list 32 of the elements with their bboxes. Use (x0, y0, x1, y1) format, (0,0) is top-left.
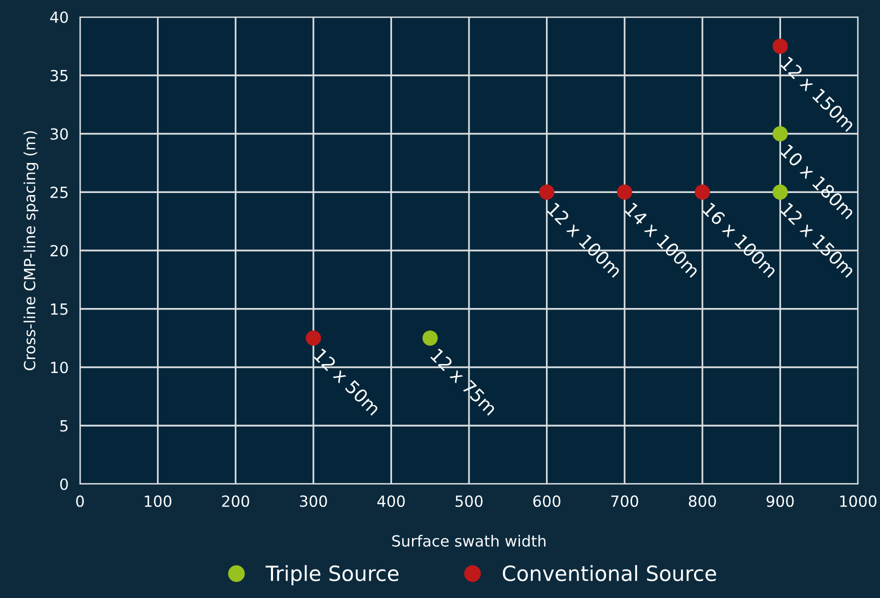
y-tick-label: 25 (50, 186, 68, 198)
x-tick-label: 700 (611, 495, 638, 507)
x-tick-label: 300 (300, 495, 327, 507)
y-tick-label: 40 (50, 11, 68, 24)
point (772, 126, 788, 142)
x-tick-label: 200 (222, 495, 250, 507)
y-axis-title: Cross-line CMP-line spacing (m) (24, 131, 38, 370)
y-tick-label: 30 (50, 128, 68, 140)
y-tick-label: 5 (60, 420, 68, 432)
point (694, 184, 710, 200)
legend-label: Conventional Source (502, 565, 716, 582)
point (539, 184, 554, 200)
point (772, 184, 788, 200)
point (306, 330, 322, 346)
x-tick-label: 900 (766, 495, 794, 507)
y-tick-label: 10 (51, 362, 68, 374)
y-tick-label: 35 (50, 70, 68, 82)
x-tick-label: 800 (688, 495, 716, 507)
x-axis-title: Surface swath width (392, 534, 546, 547)
point (422, 330, 438, 346)
x-tick-label: 600 (533, 495, 560, 507)
y-tick-label: 15 (51, 304, 68, 315)
y-tick-label: 20 (50, 244, 68, 257)
x-tick-label: 100 (144, 495, 172, 507)
x-tick-label: 1000 (840, 495, 876, 507)
point (772, 38, 788, 54)
y-tick-label: 0 (60, 478, 68, 490)
x-tick-label: 0 (76, 495, 84, 507)
legend-label: Triple Source (266, 565, 399, 586)
point (616, 184, 632, 200)
x-tick-label: 500 (456, 495, 483, 507)
x-tick-label: 400 (377, 495, 405, 507)
